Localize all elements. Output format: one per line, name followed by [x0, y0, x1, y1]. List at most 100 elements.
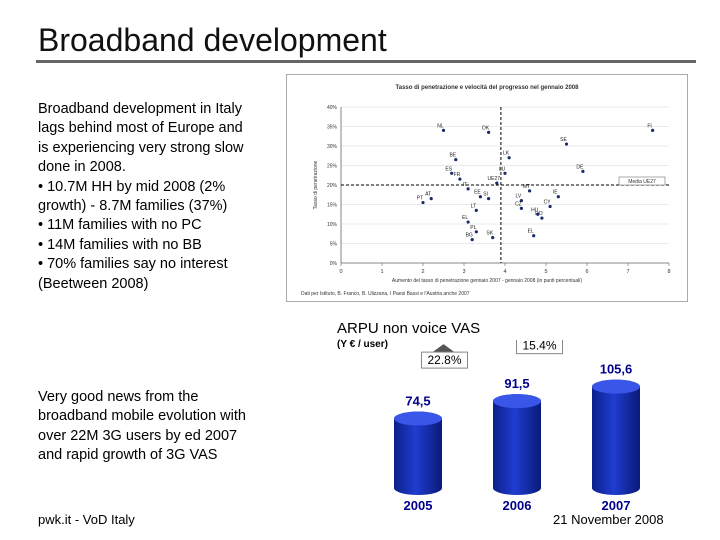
scatter-x-tick: 1: [380, 269, 383, 275]
scatter-point-label: SE: [560, 137, 567, 143]
intro-line: done in 2008.: [38, 159, 126, 176]
scatter-point-label: IT: [463, 182, 467, 188]
scatter-x-tick: 4: [503, 269, 506, 275]
scatter-y-tick: 30%: [327, 144, 338, 150]
scatter-point: [581, 169, 585, 173]
scatter-y-tick: 40%: [327, 105, 338, 111]
scatter-point-label: UE27: [488, 176, 501, 182]
scatter-point-label: NL: [437, 123, 444, 129]
scatter-x-tick: 3: [462, 269, 465, 275]
scatter-point: [540, 216, 544, 220]
scatter-point-label: FI: [647, 123, 651, 129]
intro-line: growth) - 8.7M families (37%): [38, 198, 228, 215]
scatter-point: [528, 189, 532, 193]
scatter-point: [429, 197, 433, 201]
scatter-point-label: LU: [499, 166, 506, 172]
mobile-line: and rapid growth of 3G VAS: [38, 447, 218, 464]
scatter-point-label: IE: [553, 190, 558, 196]
scatter-point-label: PL: [470, 225, 476, 231]
intro-line: (Beetween 2008): [38, 275, 149, 292]
scatter-point: [491, 236, 495, 240]
scatter-point: [487, 130, 491, 134]
arpu-bar-top: [394, 411, 442, 426]
arpu-category-label: 2007: [602, 498, 631, 513]
arpu-bar-top: [592, 379, 640, 394]
scatter-x-tick: 0: [339, 269, 342, 275]
scatter-point: [470, 238, 474, 242]
arpu-bar-value: 91,5: [504, 376, 529, 391]
footer-source: pwk.it - VoD Italy: [38, 512, 135, 527]
scatter-point-label: BE: [449, 153, 456, 159]
scatter-point-label: EL: [528, 229, 534, 235]
scatter-x-tick: 5: [544, 269, 547, 275]
arpu-bar-chart: 74,5 2005 91,5 2006 105,6 2007 22.8% 15.4%: [370, 329, 700, 518]
scatter-point: [466, 220, 470, 224]
arpu-bar-top: [493, 394, 541, 409]
scatter-point: [519, 206, 523, 210]
scatter-point-label: SK: [486, 231, 493, 237]
bar-svg: 74,5 2005 91,5 2006 105,6 2007 22.8% 15.4%: [394, 329, 640, 513]
scatter-point: [548, 204, 552, 209]
scatter-point-label: FR: [454, 172, 461, 178]
scatter-point-label: SI: [483, 192, 488, 198]
scatter-point: [507, 156, 511, 160]
arpu-bar: [592, 379, 640, 495]
scatter-point-label: PT: [417, 196, 423, 202]
scatter-x-tick: 7: [626, 269, 629, 275]
scatter-point: [421, 200, 425, 205]
scatter-x-label: Aumento del tasso di penetrazione gennai…: [392, 278, 582, 284]
scatter-point-label: LV: [516, 194, 522, 200]
scatter-point: [495, 181, 499, 185]
scatter-point: [519, 199, 523, 203]
scatter-point: [454, 158, 458, 162]
intro-line: lags behind most of Europe and: [38, 120, 243, 137]
scatter-y-tick: 25%: [327, 164, 338, 170]
scatter-y-tick: 15%: [327, 203, 338, 209]
scatter-y-label: Tasso di penetrazione: [313, 160, 319, 209]
arpu-category-label: 2005: [404, 498, 433, 513]
growth-badge-label: 22.8%: [427, 353, 461, 367]
mobile-line: Very good news from the: [38, 389, 199, 405]
scatter-point: [474, 208, 478, 212]
arpu-unit-label: (Y € / user): [337, 339, 388, 350]
growth-arrow-icon: [432, 344, 455, 353]
scatter-point-label: DK: [482, 125, 490, 131]
scatter-point-label: LK: [503, 151, 510, 157]
intro-text: Broadband development in Italy lags behi…: [38, 100, 278, 294]
growth-badge-label: 15.4%: [522, 340, 556, 353]
scatter-average-box: [618, 176, 666, 186]
scatter-point: [487, 197, 491, 201]
scatter-point-label: EL: [462, 215, 468, 221]
scatter-point-label: RO: [535, 211, 543, 217]
scatter-y-tick: 0%: [330, 261, 338, 267]
scatter-source-note: Dati per Istituto, B. Franco, B. Ulizzan…: [301, 291, 470, 297]
scatter-point: [466, 187, 470, 191]
scatter-point: [458, 177, 462, 181]
scatter-point-label: BG: [466, 233, 473, 239]
arpu-bar: [493, 394, 541, 495]
scatter-point: [532, 234, 536, 238]
scatter-point: [556, 195, 560, 199]
scatter-point-label: MT: [523, 184, 530, 190]
scatter-point: [441, 128, 446, 132]
mobile-line: over 22M 3G users by ed 2007: [38, 427, 238, 444]
growth-badge: [421, 351, 468, 369]
slide-title: Broadband development: [38, 22, 387, 58]
scatter-point-label: CY: [544, 199, 552, 205]
mobile-text: Very good news from the broadband mobile…: [38, 388, 278, 466]
footer-date: 21 November 2008: [553, 512, 664, 527]
scatter-y-tick: 20%: [327, 183, 338, 189]
arpu-bar-value: 74,5: [405, 394, 430, 409]
scatter-x-tick: 2: [421, 269, 424, 275]
intro-line: • 11M families with no PC: [38, 217, 202, 234]
arpu-category-label: 2006: [503, 498, 532, 513]
scatter-point: [450, 171, 454, 175]
intro-line: • 10.7M HH by mid 2008 (2%: [38, 178, 226, 195]
scatter-svg: Tasso di penetrazione e velocità del pro…: [301, 85, 671, 297]
scatter-point-label: DE: [576, 164, 584, 170]
scatter-point: [536, 212, 540, 216]
scatter-point-label: LT: [471, 203, 476, 209]
arpu-bar-value: 105,6: [600, 362, 633, 377]
scatter-point: [564, 142, 569, 146]
scatter-x-tick: 6: [585, 269, 588, 275]
